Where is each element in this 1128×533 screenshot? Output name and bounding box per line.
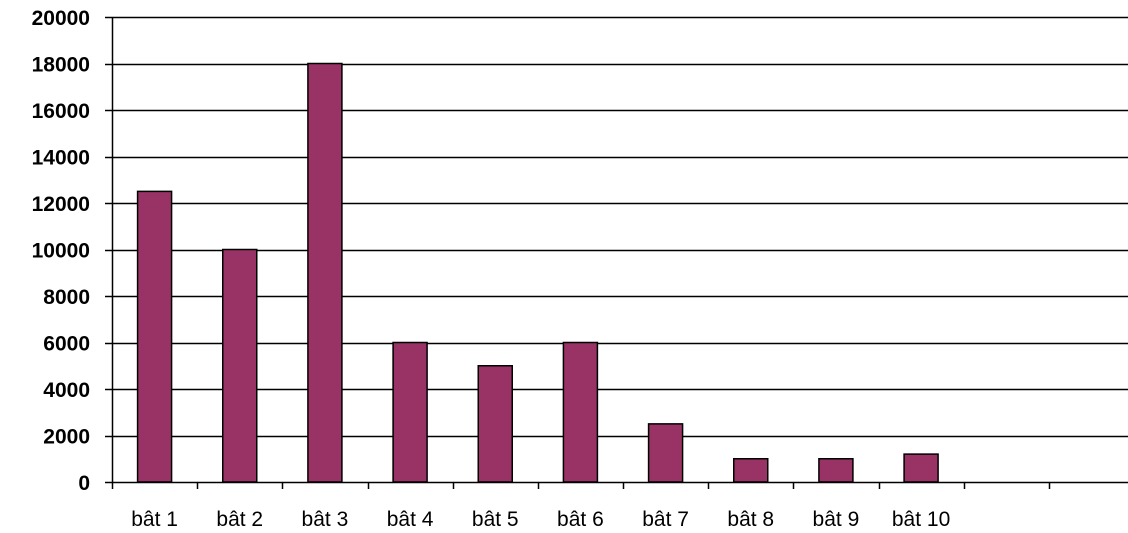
axes	[105, 16, 1128, 489]
y-tick-label: 2000	[43, 426, 90, 449]
bar-4	[392, 341, 428, 483]
x-tick-label: bât 3	[302, 508, 349, 531]
x-tick-label: bât 10	[892, 508, 950, 531]
y-tick-label: 8000	[43, 286, 90, 309]
x-tick-label: bât 6	[557, 508, 604, 531]
bar-1	[136, 190, 173, 483]
y-tick-label: 16000	[32, 100, 90, 123]
bar-6	[562, 341, 599, 483]
y-tick-label: 14000	[32, 147, 90, 170]
bar-3	[307, 62, 343, 483]
x-tick-label: bât 5	[472, 508, 519, 531]
x-tick-label: bât 9	[813, 508, 860, 531]
bar-10	[903, 453, 939, 483]
y-tick-label: 6000	[43, 333, 90, 356]
bar-5	[477, 365, 513, 483]
bar-2	[222, 248, 258, 483]
x-tick-label: bât 2	[216, 508, 263, 531]
bars	[136, 62, 939, 483]
bar-7	[647, 423, 684, 483]
y-tick-label: 20000	[32, 7, 90, 30]
y-tick-label: 0	[78, 472, 90, 495]
x-tick-label: bât 4	[387, 508, 434, 531]
y-axis-tick-labels: 0 2000 4000 6000 8000 10000 12000 14000 16000 180…	[32, 7, 90, 495]
y-tick-label: 18000	[32, 54, 90, 77]
x-tick-label: bât 7	[642, 508, 689, 531]
x-tick-label: bât 8	[727, 508, 774, 531]
x-tick-label: bât 1	[131, 508, 178, 531]
y-tick-label: 12000	[32, 193, 90, 216]
x-axis-tick-labels: bât 1 bât 2 bât 3 bât 4 bât 5 bât 6 bât 7 bât 8…	[131, 508, 950, 531]
bar-8	[733, 458, 769, 483]
bar-9	[818, 458, 854, 483]
y-tick-label: 4000	[43, 379, 90, 402]
gridlines	[112, 16, 1128, 438]
y-tick-label: 10000	[32, 240, 90, 263]
